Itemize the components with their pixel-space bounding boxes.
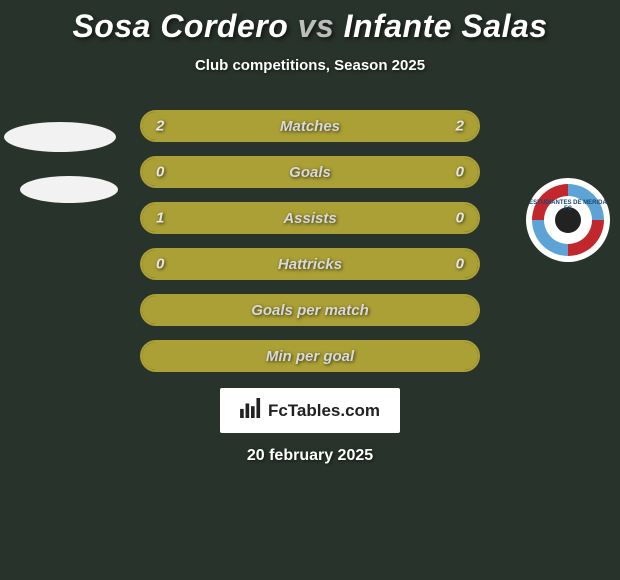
brand-badge[interactable]: FcTables.com: [220, 388, 400, 433]
stat-row: Goals per match: [140, 294, 480, 326]
stat-row: 2 2 Matches: [140, 110, 480, 142]
comparison-card: Sosa Cordero vs Infante Salas Club compe…: [0, 0, 620, 580]
brand-text: FcTables.com: [268, 401, 380, 421]
stat-value-right: 0: [456, 256, 464, 273]
stat-value-right: 2: [456, 118, 464, 135]
player2-name: Infante Salas: [344, 8, 548, 44]
stat-bar-right: [404, 204, 478, 232]
subtitle: Club competitions, Season 2025: [0, 57, 620, 74]
chart-bars-icon: [240, 398, 262, 423]
player1-club-placeholder: [20, 176, 118, 203]
stat-row: 1 0 Assists: [140, 202, 480, 234]
stat-label: Goals: [289, 164, 331, 181]
club-crest-icon: ESTUDIANTES DE MERIDA FC: [526, 178, 610, 262]
player1-avatar-placeholder: [4, 122, 116, 152]
stat-row: 0 0 Goals: [140, 156, 480, 188]
stat-bar-left: [142, 204, 404, 232]
stat-label: Min per goal: [266, 348, 354, 365]
stat-label: Goals per match: [251, 302, 369, 319]
stat-row: Min per goal: [140, 340, 480, 372]
player1-name: Sosa Cordero: [72, 8, 288, 44]
stat-value-right: 0: [456, 210, 464, 227]
stat-row: 0 0 Hattricks: [140, 248, 480, 280]
stat-label: Hattricks: [278, 256, 342, 273]
stat-value-left: 0: [156, 164, 164, 181]
footer-date: 20 february 2025: [247, 447, 373, 465]
stat-value-left: 1: [156, 210, 164, 227]
player2-club-crest: ESTUDIANTES DE MERIDA FC: [526, 178, 610, 262]
footer: FcTables.com 20 february 2025: [0, 388, 620, 465]
stat-value-left: 0: [156, 256, 164, 273]
stat-label: Assists: [283, 210, 336, 227]
page-title: Sosa Cordero vs Infante Salas: [0, 8, 620, 45]
stat-value-right: 0: [456, 164, 464, 181]
vs-label: vs: [298, 8, 335, 44]
stat-value-left: 2: [156, 118, 164, 135]
stat-label: Matches: [280, 118, 340, 135]
